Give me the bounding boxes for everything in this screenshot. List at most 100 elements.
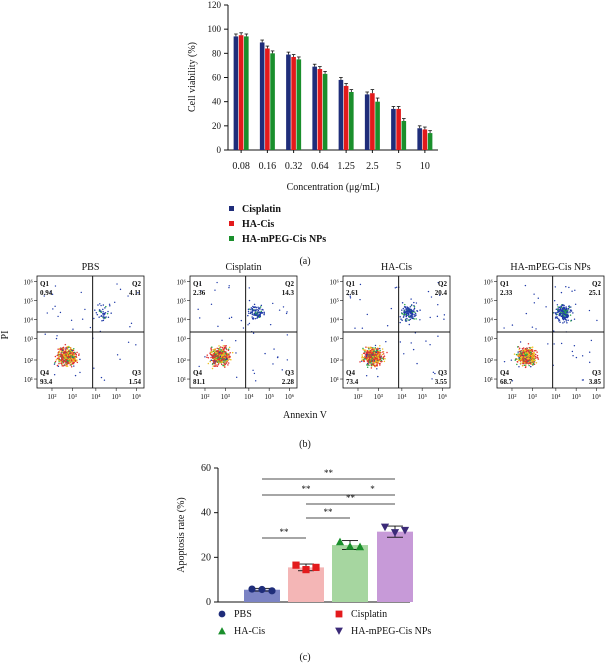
event-dot xyxy=(520,352,523,355)
event-dot xyxy=(211,363,214,365)
y-tick-label: 10⁵ xyxy=(484,298,494,306)
event-dot xyxy=(403,312,406,314)
event-dot xyxy=(370,367,373,369)
event-dot xyxy=(381,348,384,350)
event-dot xyxy=(227,364,229,366)
event-dot xyxy=(553,343,555,345)
event-dot xyxy=(524,284,527,287)
event-dot xyxy=(522,362,524,365)
x-tick-label: 10 xyxy=(420,161,430,172)
event-dot xyxy=(256,311,259,313)
bar-ha-cis xyxy=(396,108,401,150)
event-dot xyxy=(231,351,234,354)
event-dot xyxy=(527,343,530,345)
event-dot xyxy=(251,316,253,318)
event-dot xyxy=(528,348,531,351)
event-dot xyxy=(103,379,106,381)
event-dot xyxy=(401,312,404,315)
event-dot xyxy=(380,355,383,357)
event-dot xyxy=(565,315,568,317)
event-dot xyxy=(554,286,557,288)
event-dot xyxy=(561,311,563,314)
event-dot xyxy=(415,314,417,316)
event-dot xyxy=(531,326,534,328)
event-dot xyxy=(524,349,527,352)
event-dot xyxy=(565,316,568,319)
x-tick-label: 10⁶ xyxy=(592,393,602,401)
event-dot xyxy=(130,322,133,325)
event-dot xyxy=(70,359,73,362)
bar-ha-cis xyxy=(343,85,349,150)
event-dot xyxy=(102,316,104,319)
event-dot xyxy=(105,305,107,308)
event-dot xyxy=(533,354,535,357)
event-dot xyxy=(554,312,557,314)
event-dot xyxy=(100,311,102,314)
legend-marker xyxy=(335,627,343,635)
event-dot xyxy=(214,362,217,364)
event-dot xyxy=(263,313,265,316)
data-point xyxy=(335,537,345,546)
event-dot xyxy=(109,305,111,307)
y-tick-label: 10² xyxy=(177,357,186,365)
event-dot xyxy=(368,364,370,367)
event-dot xyxy=(382,353,385,355)
event-dot xyxy=(212,356,214,359)
event-dot xyxy=(386,351,388,354)
bar-ha-mpeg-cis-nps xyxy=(377,531,413,602)
event-dot xyxy=(214,351,217,354)
q4-label: Q4 xyxy=(40,369,49,377)
event-dot xyxy=(405,314,408,316)
event-dot xyxy=(71,350,74,352)
event-dot xyxy=(373,349,376,351)
event-dot xyxy=(79,358,81,361)
event-dot xyxy=(207,357,210,359)
x-tick-label: 10² xyxy=(353,393,362,401)
event-dot xyxy=(416,310,418,312)
event-dot xyxy=(210,359,212,361)
event-dot xyxy=(372,353,374,355)
data-point xyxy=(355,542,365,551)
panel-caption: (b) xyxy=(299,439,311,450)
event-dot xyxy=(367,357,370,360)
event-dot xyxy=(570,320,572,322)
event-dot xyxy=(373,352,376,354)
event-dot xyxy=(94,309,96,311)
q1-value: 2.36 xyxy=(193,289,206,297)
event-dot xyxy=(222,349,225,351)
event-dot xyxy=(254,312,257,314)
event-dot xyxy=(365,346,367,348)
event-dot xyxy=(227,349,230,352)
event-dot xyxy=(70,319,73,322)
event-dot xyxy=(72,349,75,352)
event-dot xyxy=(534,353,537,356)
event-dot xyxy=(264,352,266,355)
event-dot xyxy=(368,358,371,361)
event-dot xyxy=(366,364,368,366)
event-dot xyxy=(263,311,265,313)
y-axis-title: PI xyxy=(0,331,11,340)
q1-value: 2.33 xyxy=(500,289,513,297)
event-dot xyxy=(405,311,407,314)
event-dot xyxy=(362,347,364,350)
event-dot xyxy=(377,351,379,354)
event-dot xyxy=(364,349,367,351)
event-dot xyxy=(221,350,224,353)
event-dot xyxy=(253,312,256,315)
legend-label: HA-Cis xyxy=(234,626,265,637)
event-dot xyxy=(222,361,225,363)
event-dot xyxy=(413,318,415,320)
event-dot xyxy=(278,309,281,311)
event-dot xyxy=(127,341,130,343)
event-dot xyxy=(377,361,380,363)
event-dot xyxy=(573,345,576,347)
event-dot xyxy=(218,362,220,364)
event-dot xyxy=(110,312,112,314)
event-dot xyxy=(401,319,403,321)
event-dot xyxy=(556,317,559,320)
event-dot xyxy=(256,314,259,317)
event-dot xyxy=(212,348,214,351)
event-dot xyxy=(251,313,254,316)
event-dot xyxy=(224,363,227,366)
event-dot xyxy=(517,353,519,355)
